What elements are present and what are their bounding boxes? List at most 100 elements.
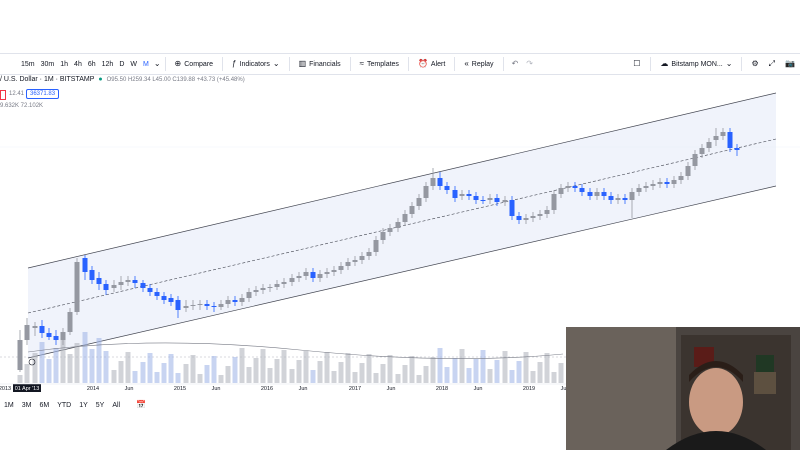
volume-bar: [487, 369, 493, 383]
volume-bar: [416, 375, 422, 383]
gear-icon[interactable]: ⚙: [751, 59, 759, 68]
candle-body: [103, 284, 109, 290]
volume-bar: [197, 374, 203, 383]
timeframe-15m[interactable]: 15m: [21, 60, 35, 68]
range-3m[interactable]: 3M: [21, 401, 32, 409]
volume-bar: [317, 361, 323, 383]
templates-button[interactable]: ≈ Templates: [355, 60, 404, 68]
volume-bar: [103, 351, 109, 383]
volume-bar: [204, 365, 210, 383]
volume-bar: [459, 349, 465, 383]
range-ytd[interactable]: YTD: [57, 401, 72, 409]
channel-upper-line: [27, 92, 777, 269]
chevron-down-icon[interactable]: ⌄: [153, 59, 161, 68]
price-box[interactable]: 36371.83: [26, 89, 60, 99]
compare-button[interactable]: ⊕ Compare: [170, 60, 219, 68]
square-icon[interactable]: ☐: [633, 59, 641, 68]
candle-body: [53, 336, 59, 340]
x-tick-label: Jun: [387, 386, 396, 392]
timeframe-m[interactable]: M: [143, 60, 149, 68]
range-6m[interactable]: 6M: [39, 401, 50, 409]
symbol-title[interactable]: / U.S. Dollar · 1M · BITSTAMP: [0, 76, 95, 83]
x-tick-label: 2013: [0, 386, 11, 392]
sell-box[interactable]: [0, 90, 6, 100]
candle-body: [516, 216, 522, 220]
volume-bar: [147, 353, 153, 383]
candle-body: [161, 296, 167, 300]
timeframe-1h[interactable]: 1h: [60, 60, 69, 68]
candle-body: [331, 270, 337, 272]
range-5y[interactable]: 5Y: [95, 401, 105, 409]
candle-body: [239, 298, 245, 302]
timeframe-4h[interactable]: 4h: [74, 60, 82, 68]
chart-toolbar: 15m 30m 1h 4h 6h 12h D W M ⌄ ⊕ Compare ƒ Indicat…: [0, 53, 800, 75]
candle-body: [459, 194, 465, 196]
volume-bar: [161, 363, 167, 383]
volume-bar: [437, 348, 443, 383]
fullscreen-icon[interactable]: ⤢: [768, 59, 776, 68]
candle-body: [168, 298, 174, 302]
volume-bar: [46, 359, 52, 383]
volume-bar: [39, 342, 45, 383]
x-tick-label: 2014: [87, 386, 99, 392]
financials-button[interactable]: ▥ Financials: [294, 60, 346, 68]
candle-body: [473, 196, 479, 200]
candle-body: [502, 200, 508, 202]
volume-bar: [523, 352, 529, 383]
range-all[interactable]: All: [112, 401, 121, 409]
timeframe-d[interactable]: D: [119, 60, 125, 68]
volume-bar: [296, 360, 302, 383]
volume-bar: [352, 372, 358, 383]
volume-bar: [175, 373, 181, 383]
timeframe-12h[interactable]: 12h: [101, 60, 114, 68]
timeframe-30m[interactable]: 30m: [40, 60, 55, 68]
undo-icon[interactable]: ↶: [511, 59, 519, 68]
webcam-person-hair: [689, 361, 743, 382]
volume-bar: [140, 362, 146, 383]
calendar-icon[interactable]: 📅: [136, 400, 147, 409]
volume-bar: [246, 367, 252, 383]
toolbar-divider: [164, 57, 166, 71]
volume-bar: [387, 355, 393, 383]
market-status-dot: ●: [98, 76, 103, 83]
candle-body: [423, 186, 429, 198]
candle-body: [579, 188, 585, 192]
timeframe-w[interactable]: W: [130, 60, 137, 68]
candle-body: [572, 186, 578, 188]
crosshair-cursor: [28, 358, 36, 366]
indicators-button[interactable]: ƒ Indicators ⌄: [227, 60, 285, 68]
candle-body: [310, 272, 316, 278]
volume-bar: [402, 365, 408, 383]
volume-bar: [537, 362, 543, 383]
alert-button[interactable]: ⏰ Alert: [413, 60, 450, 68]
webcam-frame: [754, 372, 776, 394]
price-chart[interactable]: 2013 01 Apr '13 2014 Jun 2015 Jun 2016 Jun 2017 J…: [0, 75, 800, 397]
volume-bar: [516, 361, 522, 383]
candle-body: [118, 282, 124, 285]
candle-body: [530, 216, 536, 218]
range-1m[interactable]: 1M: [4, 401, 14, 409]
volume-values: 9.632K 72.102K: [0, 103, 44, 109]
ohlc-values: O95.50 H259.34 L45.00 C139.88 +43.73 (+4…: [106, 76, 245, 83]
volume-bar: [551, 372, 557, 383]
candle-body: [46, 333, 52, 337]
timeframe-6h[interactable]: 6h: [87, 60, 96, 68]
candle-body: [622, 198, 628, 200]
cursor-date-label: 01 Apr '13: [15, 386, 40, 392]
volume-bar: [82, 332, 88, 383]
candle-body: [727, 132, 733, 148]
candle-body: [338, 266, 344, 270]
range-1y[interactable]: 1Y: [79, 401, 88, 409]
redo-icon[interactable]: ↷: [526, 59, 533, 68]
replay-button[interactable]: « Replay: [459, 60, 498, 68]
volume-bar: [132, 371, 138, 383]
candle-body: [345, 262, 351, 266]
exchange-select[interactable]: ☁ Bitstamp MON... ⌄: [655, 60, 737, 68]
candle-body: [183, 306, 189, 308]
camera-icon[interactable]: 📷: [785, 59, 795, 68]
candle-body: [636, 188, 642, 192]
volume-bar: [267, 368, 273, 383]
candle-body: [190, 305, 196, 306]
candle-body: [430, 178, 436, 186]
candle-body: [629, 192, 635, 200]
